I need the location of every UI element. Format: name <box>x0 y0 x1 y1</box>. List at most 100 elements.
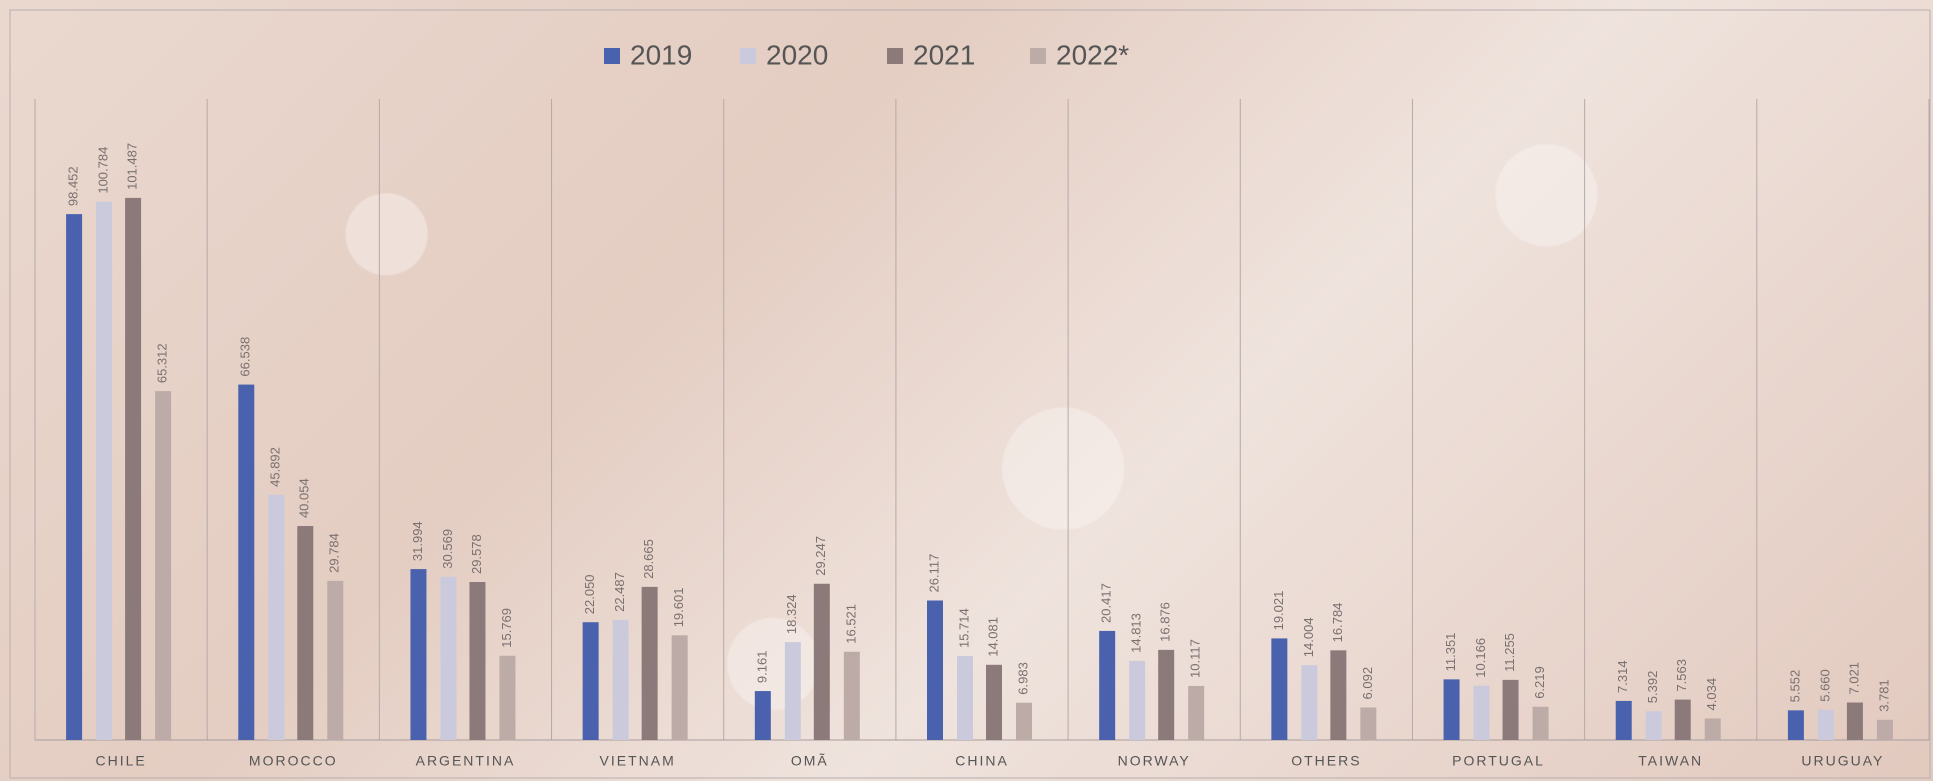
bar <box>1129 660 1146 740</box>
value-label: 18.324 <box>784 594 799 634</box>
value-label: 9.161 <box>754 651 769 684</box>
legend-label: 2021 <box>913 39 975 70</box>
bar <box>1158 649 1175 740</box>
bar <box>813 583 830 740</box>
value-label: 7.021 <box>1846 662 1861 695</box>
legend-swatch <box>740 48 756 64</box>
x-tick-label: OMÃ <box>791 753 829 769</box>
bar <box>1532 706 1549 740</box>
value-label: 16.876 <box>1158 602 1173 642</box>
bar <box>1817 709 1834 740</box>
value-label: 6.219 <box>1532 666 1547 699</box>
bar <box>96 201 113 741</box>
value-label: 45.892 <box>268 447 283 487</box>
value-label: 7.563 <box>1674 659 1689 692</box>
bar <box>499 655 516 740</box>
value-label: 19.601 <box>671 588 686 628</box>
x-tick-label: TAIWAN <box>1638 753 1703 769</box>
bar <box>612 619 629 740</box>
value-label: 26.117 <box>926 554 941 593</box>
value-label: 30.569 <box>440 529 455 569</box>
bar <box>297 526 314 740</box>
value-label: 14.004 <box>1301 617 1316 657</box>
bar <box>327 580 344 740</box>
bar <box>641 586 658 740</box>
bar <box>1443 679 1460 740</box>
bar <box>469 582 486 740</box>
bar <box>957 656 973 740</box>
bar <box>843 651 860 740</box>
bar <box>1615 700 1632 740</box>
legend-swatch <box>1030 48 1046 64</box>
legend: 2019 2020 2021 2022* <box>604 39 1129 70</box>
value-label: 11.351 <box>1443 633 1458 672</box>
value-label: 10.166 <box>1473 638 1488 678</box>
bar <box>927 600 943 740</box>
bar <box>784 642 801 740</box>
bar <box>66 214 83 740</box>
bar <box>410 569 427 740</box>
bar <box>1271 638 1288 740</box>
x-tick-label: ARGENTINA <box>416 753 516 769</box>
legend-label: 2019 <box>630 39 692 70</box>
x-tick-label: NORWAY <box>1118 753 1191 769</box>
value-label: 29.784 <box>327 533 342 573</box>
legend-swatch <box>887 48 903 64</box>
x-tick-label: CHINA <box>955 753 1009 769</box>
value-label: 98.452 <box>66 166 81 206</box>
value-label: 10.117 <box>1188 639 1203 678</box>
bar <box>1674 699 1691 740</box>
value-label: 16.521 <box>843 604 858 644</box>
legend-label: 2022* <box>1056 39 1129 70</box>
value-label: 15.714 <box>956 608 971 648</box>
x-tick-label: MOROCCO <box>249 753 338 769</box>
bar <box>1301 665 1318 740</box>
bar <box>1704 718 1721 740</box>
value-label: 5.660 <box>1817 669 1832 702</box>
bar <box>582 622 599 740</box>
bar <box>671 635 688 740</box>
value-label: 3.781 <box>1876 679 1891 712</box>
bar <box>1360 707 1377 740</box>
value-label: 29.578 <box>469 534 484 574</box>
bar <box>125 197 142 741</box>
bar <box>1473 685 1490 740</box>
bar <box>238 384 255 740</box>
value-label: 29.247 <box>813 536 828 576</box>
legend-label: 2020 <box>766 39 828 70</box>
bar <box>268 494 285 740</box>
x-tick-label: URUGUAY <box>1801 753 1884 769</box>
value-label: 15.769 <box>499 608 514 648</box>
legend-swatch <box>604 48 620 64</box>
value-label: 66.538 <box>238 337 253 377</box>
bar <box>1502 679 1519 740</box>
value-label: 6.983 <box>1015 662 1030 695</box>
x-tick-label: CHILE <box>95 753 146 769</box>
value-label: 14.813 <box>1129 613 1144 653</box>
bar <box>1876 719 1893 740</box>
value-label: 5.392 <box>1645 671 1660 704</box>
bar <box>1846 702 1863 740</box>
bar <box>155 391 172 740</box>
value-label: 4.034 <box>1704 678 1719 711</box>
value-label: 7.314 <box>1615 660 1630 693</box>
value-label: 20.417 <box>1099 583 1114 623</box>
value-label: 31.994 <box>410 521 425 561</box>
bar <box>1099 630 1116 740</box>
bar <box>1787 710 1804 740</box>
value-label: 40.054 <box>297 478 312 518</box>
bar <box>986 664 1002 740</box>
value-label: 22.050 <box>582 574 597 614</box>
bar <box>1016 702 1032 740</box>
chart-border <box>9 9 1931 779</box>
value-label: 101.487 <box>125 143 140 190</box>
value-label: 19.021 <box>1271 591 1286 631</box>
bar <box>1188 685 1205 740</box>
bar <box>440 576 457 740</box>
bar <box>754 691 771 740</box>
x-tick-label: PORTUGAL <box>1452 753 1545 769</box>
bar <box>1330 650 1347 740</box>
value-label: 11.255 <box>1502 633 1517 672</box>
